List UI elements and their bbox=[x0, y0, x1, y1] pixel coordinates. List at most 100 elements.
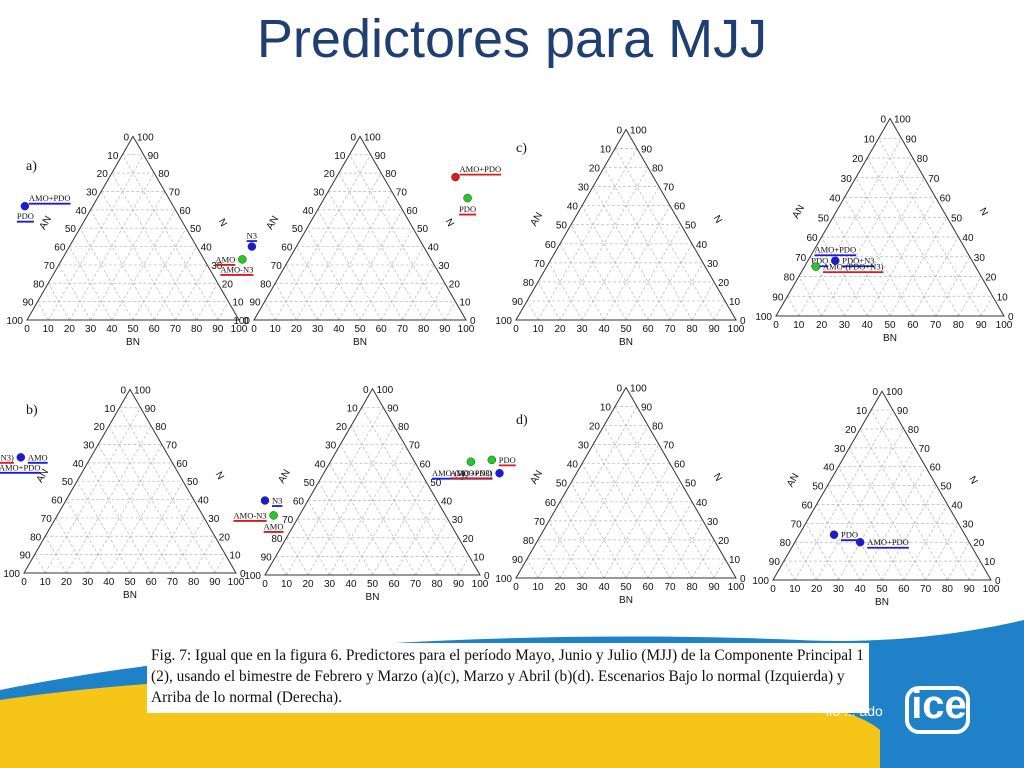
an-tick-label: 30 bbox=[841, 174, 853, 185]
an-tick-label: 0 bbox=[120, 385, 126, 396]
an-tick-label: 20 bbox=[324, 169, 336, 180]
n-tick-label: 0 bbox=[995, 576, 1001, 587]
grid-line bbox=[361, 407, 459, 576]
an-tick-label: 30 bbox=[325, 441, 337, 452]
n-tick-label: 40 bbox=[441, 497, 453, 508]
bn-tick-label: 10 bbox=[532, 324, 544, 335]
n-tick-label: 90 bbox=[897, 406, 909, 417]
n-tick-label: 20 bbox=[985, 273, 997, 284]
bn-tick-label: 0 bbox=[24, 324, 30, 335]
an-tick-label: 30 bbox=[313, 187, 325, 198]
n-tick-label: 10 bbox=[984, 557, 996, 568]
an-tick-label: 100 bbox=[233, 316, 250, 327]
bn-tick-label: 40 bbox=[855, 584, 867, 595]
data-point bbox=[269, 511, 278, 520]
grid-line bbox=[87, 462, 152, 574]
an-tick-label: 60 bbox=[545, 240, 557, 251]
bn-tick-label: 10 bbox=[789, 584, 801, 595]
bn-tick-label: 90 bbox=[976, 320, 988, 331]
n-tick-label: 10 bbox=[997, 292, 1009, 303]
n-tick-label: 10 bbox=[729, 555, 741, 566]
grid-line bbox=[402, 264, 435, 321]
grid-line bbox=[87, 444, 163, 574]
n-tick-label: 20 bbox=[222, 279, 234, 290]
n-tick-label: 100 bbox=[894, 115, 911, 126]
bn-tick-label: 70 bbox=[167, 577, 179, 588]
bn-axis-title: BN bbox=[366, 592, 380, 603]
an-tick-label: 20 bbox=[94, 422, 106, 433]
an-tick-label: 10 bbox=[600, 403, 612, 414]
n-tick-label: 10 bbox=[459, 298, 471, 309]
an-tick-label: 40 bbox=[72, 459, 84, 470]
grid-line bbox=[415, 518, 449, 576]
n-tick-label: 30 bbox=[707, 259, 719, 270]
n-tick-label: 20 bbox=[449, 279, 461, 290]
grid-line bbox=[570, 224, 627, 321]
an-tick-label: 70 bbox=[534, 517, 546, 528]
an-tick-label: 0 bbox=[872, 387, 878, 398]
grid-line bbox=[859, 428, 948, 581]
an-tick-label: 100 bbox=[752, 576, 769, 587]
grid-line bbox=[372, 481, 427, 576]
grid-line bbox=[55, 517, 88, 574]
an-tick-label: 90 bbox=[249, 298, 261, 309]
grid-line bbox=[581, 463, 649, 579]
n-tick-label: 90 bbox=[641, 403, 653, 414]
an-tick-label: 80 bbox=[784, 273, 796, 284]
point-label: AMO-N3 bbox=[220, 264, 253, 274]
an-tick-label: 30 bbox=[83, 440, 95, 451]
n-tick-label: 70 bbox=[919, 444, 931, 455]
n-tick-label: 20 bbox=[718, 278, 730, 289]
grid-line bbox=[866, 157, 959, 317]
grid-line bbox=[787, 296, 800, 317]
an-tick-label: 60 bbox=[545, 498, 557, 509]
point-label: AMO-(PDO+N3) bbox=[432, 468, 493, 478]
data-point bbox=[238, 255, 247, 264]
grid-line bbox=[827, 485, 883, 581]
grid-line bbox=[214, 554, 226, 574]
bn-tick-label: 90 bbox=[209, 577, 221, 588]
grid-line bbox=[44, 536, 67, 574]
n-tick-label: 20 bbox=[973, 538, 985, 549]
an-tick-label: 40 bbox=[829, 194, 841, 205]
an-tick-label: 80 bbox=[271, 534, 283, 545]
bn-tick-label: 50 bbox=[884, 320, 896, 331]
bn-tick-label: 40 bbox=[598, 324, 610, 335]
n-tick-label: 90 bbox=[387, 403, 399, 414]
ternary-triangle bbox=[23, 388, 237, 574]
bn-tick-label: 20 bbox=[816, 320, 828, 331]
grid-line bbox=[47, 154, 144, 321]
n-tick-label: 40 bbox=[962, 233, 974, 244]
point-label: AMO bbox=[264, 521, 284, 531]
an-tick-label: 20 bbox=[589, 164, 601, 175]
n-tick-label: 20 bbox=[219, 532, 231, 543]
point-label: N3 bbox=[247, 231, 257, 241]
an-tick-label: 10 bbox=[856, 406, 868, 417]
grid-line bbox=[286, 407, 384, 576]
bn-tick-label: 50 bbox=[620, 582, 632, 593]
grid-line bbox=[526, 300, 539, 321]
grid-line bbox=[108, 425, 194, 574]
bn-tick-label: 80 bbox=[191, 324, 203, 335]
n-tick-label: 30 bbox=[438, 261, 450, 272]
grid-line bbox=[537, 281, 561, 321]
an-axis-title: AN bbox=[791, 203, 807, 221]
an-tick-label: 50 bbox=[812, 482, 824, 493]
n-tick-label: 70 bbox=[663, 441, 675, 452]
an-tick-label: 10 bbox=[600, 145, 612, 156]
data-point bbox=[466, 457, 476, 467]
grid-line bbox=[559, 243, 605, 321]
bn-tick-label: 60 bbox=[146, 577, 158, 588]
an-tick-label: 60 bbox=[293, 497, 305, 508]
bn-axis-title: BN bbox=[123, 590, 137, 601]
point-label: PDO bbox=[841, 530, 858, 540]
an-tick-label: 60 bbox=[281, 243, 293, 254]
point-label: N3 bbox=[272, 496, 282, 506]
bn-tick-label: 40 bbox=[103, 577, 115, 588]
an-tick-label: 50 bbox=[304, 478, 316, 489]
n-tick-label: 50 bbox=[417, 224, 429, 235]
grid-line bbox=[848, 447, 926, 581]
ice-logo-frame bbox=[905, 686, 970, 734]
bn-tick-label: 70 bbox=[920, 584, 932, 595]
